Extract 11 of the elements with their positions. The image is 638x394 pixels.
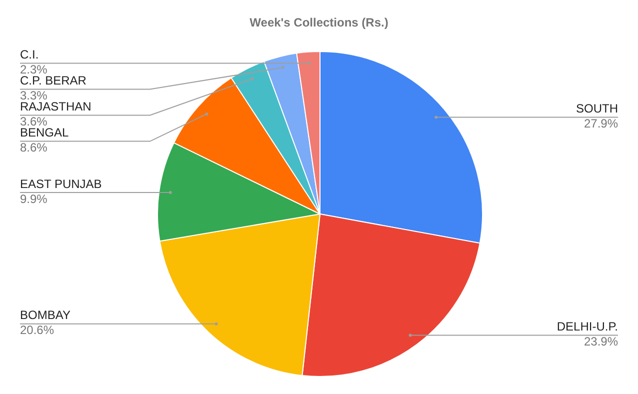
slice-label: C.I. (20, 48, 39, 62)
slice-label: BOMBAY (20, 308, 70, 322)
slice-label: EAST PUNJAB (20, 176, 102, 191)
slice-label: SOUTH (576, 102, 618, 116)
data-label: 27.9% (584, 116, 618, 131)
slice-label: DELHI-U.P. (556, 320, 618, 334)
data-label: 20.6% (20, 323, 54, 338)
data-label: 23.9% (584, 334, 618, 349)
data-label: 8.6% (20, 140, 48, 155)
chart-title: Week's Collections (Rs.) (250, 15, 388, 30)
data-label: 9.9% (20, 192, 48, 206)
